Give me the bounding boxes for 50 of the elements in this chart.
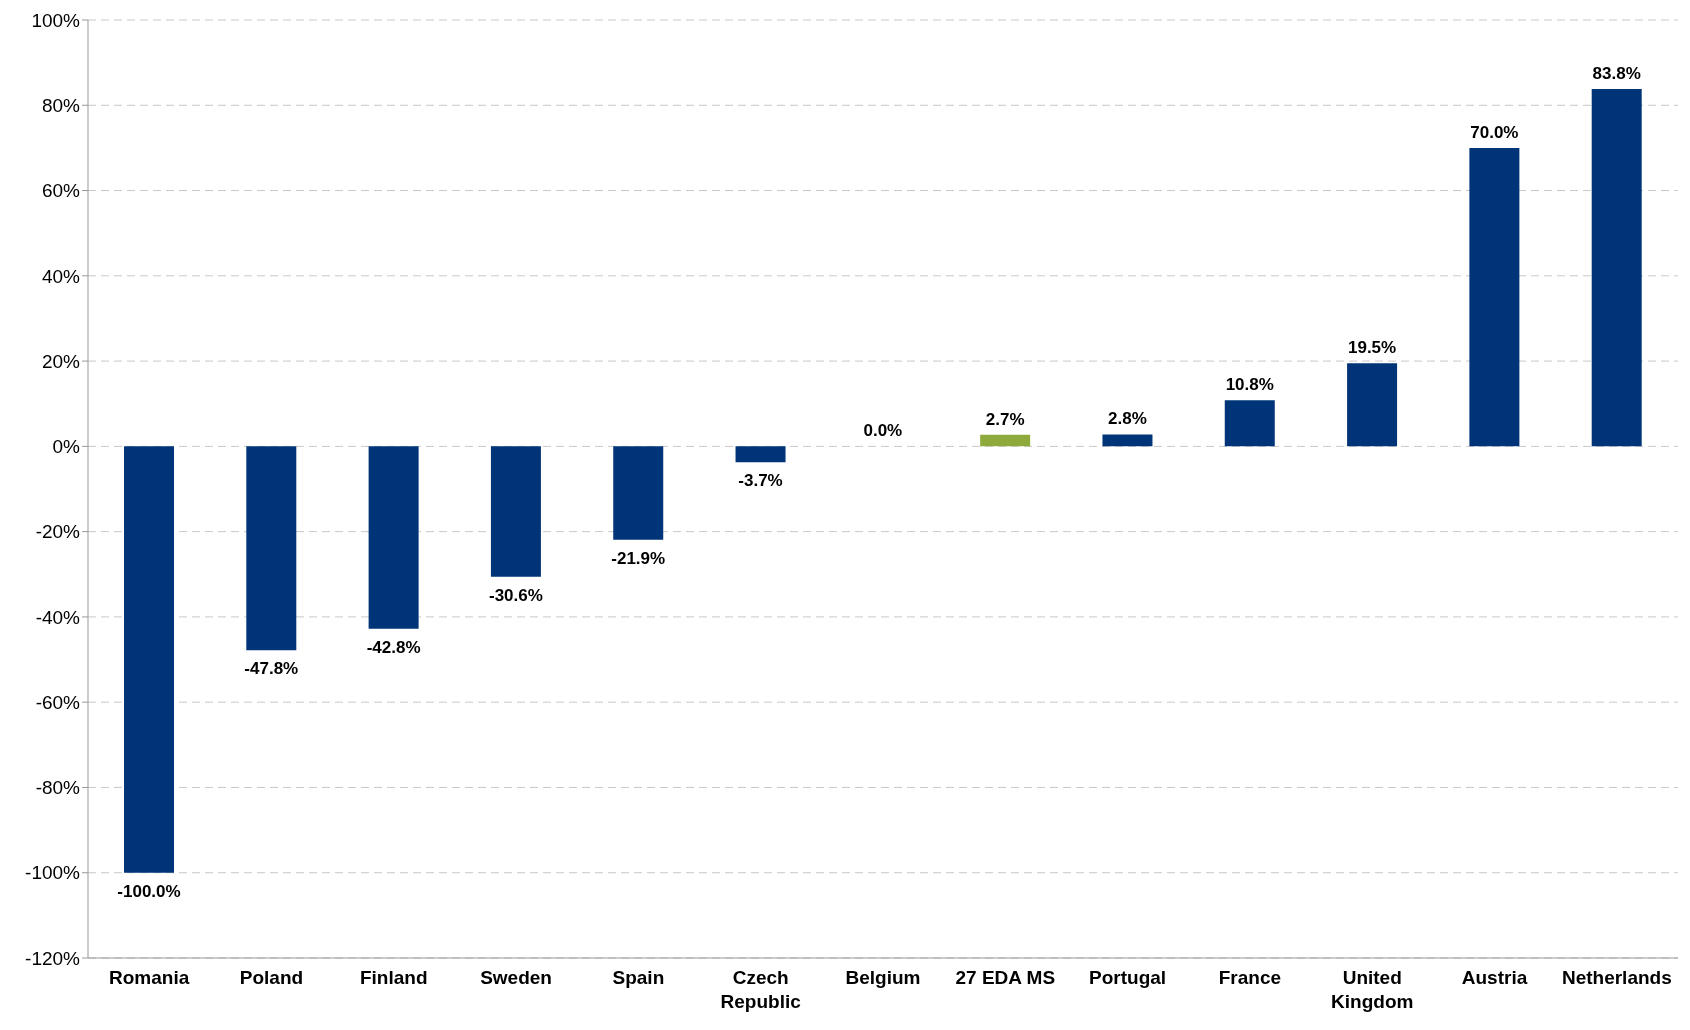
data-label: -30.6% bbox=[488, 585, 543, 605]
bar bbox=[1224, 400, 1275, 447]
y-tick-label: -40% bbox=[35, 606, 81, 628]
x-tick-label: France bbox=[1218, 967, 1282, 988]
data-label: 70.0% bbox=[1470, 122, 1519, 142]
x-tick-label: Poland bbox=[239, 967, 304, 988]
data-label: 0.0% bbox=[863, 421, 903, 441]
data-label: 83.8% bbox=[1592, 64, 1641, 84]
x-tick-label: Spain bbox=[612, 967, 665, 988]
bar bbox=[613, 446, 664, 540]
y-tick-label: -120% bbox=[25, 947, 81, 969]
bar bbox=[1591, 89, 1642, 447]
x-tick-label: Sweden bbox=[480, 967, 552, 988]
data-label: -47.8% bbox=[244, 659, 299, 679]
y-tick-label: 20% bbox=[41, 350, 81, 372]
x-tick-label: United Kingdom bbox=[1331, 967, 1414, 1012]
data-label: 10.8% bbox=[1225, 375, 1274, 395]
bar bbox=[124, 446, 174, 873]
y-tick-label: -100% bbox=[25, 862, 81, 884]
data-label: -42.8% bbox=[366, 637, 421, 657]
bar bbox=[1102, 434, 1153, 447]
bar bbox=[246, 446, 297, 651]
y-tick-label: 100% bbox=[31, 9, 81, 31]
data-label: -100.0% bbox=[117, 881, 181, 901]
x-tick-label: Austria bbox=[1461, 967, 1528, 988]
data-label: 2.8% bbox=[1108, 409, 1147, 429]
y-tick-label: 0% bbox=[52, 436, 81, 458]
x-tick-label: Finland bbox=[359, 967, 428, 988]
x-tick-label: Czech Republic bbox=[720, 967, 802, 1012]
x-tick-label: Belgium bbox=[845, 967, 921, 988]
y-tick-label: 80% bbox=[41, 95, 81, 117]
bar bbox=[735, 446, 786, 463]
y-tick-label: -20% bbox=[35, 521, 81, 543]
x-tick-label: Netherlands bbox=[1561, 967, 1672, 988]
data-label: 19.5% bbox=[1347, 338, 1397, 358]
y-tick-label: -60% bbox=[35, 691, 81, 713]
x-tick-label: 27 EDA MS bbox=[955, 967, 1056, 988]
bar bbox=[1469, 147, 1520, 447]
data-label: -3.7% bbox=[738, 471, 783, 491]
bar bbox=[1347, 363, 1398, 447]
bar bbox=[490, 446, 541, 577]
x-tick-label: Portugal bbox=[1089, 967, 1167, 988]
x-tick-label: Romania bbox=[109, 967, 190, 988]
bar bbox=[980, 434, 1031, 447]
bar bbox=[368, 446, 419, 629]
data-label: 2.7% bbox=[985, 409, 1025, 429]
data-label: -21.9% bbox=[611, 548, 666, 568]
y-tick-label: -80% bbox=[35, 777, 81, 799]
y-tick-label: 40% bbox=[41, 265, 81, 287]
y-tick-label: 60% bbox=[41, 180, 81, 202]
